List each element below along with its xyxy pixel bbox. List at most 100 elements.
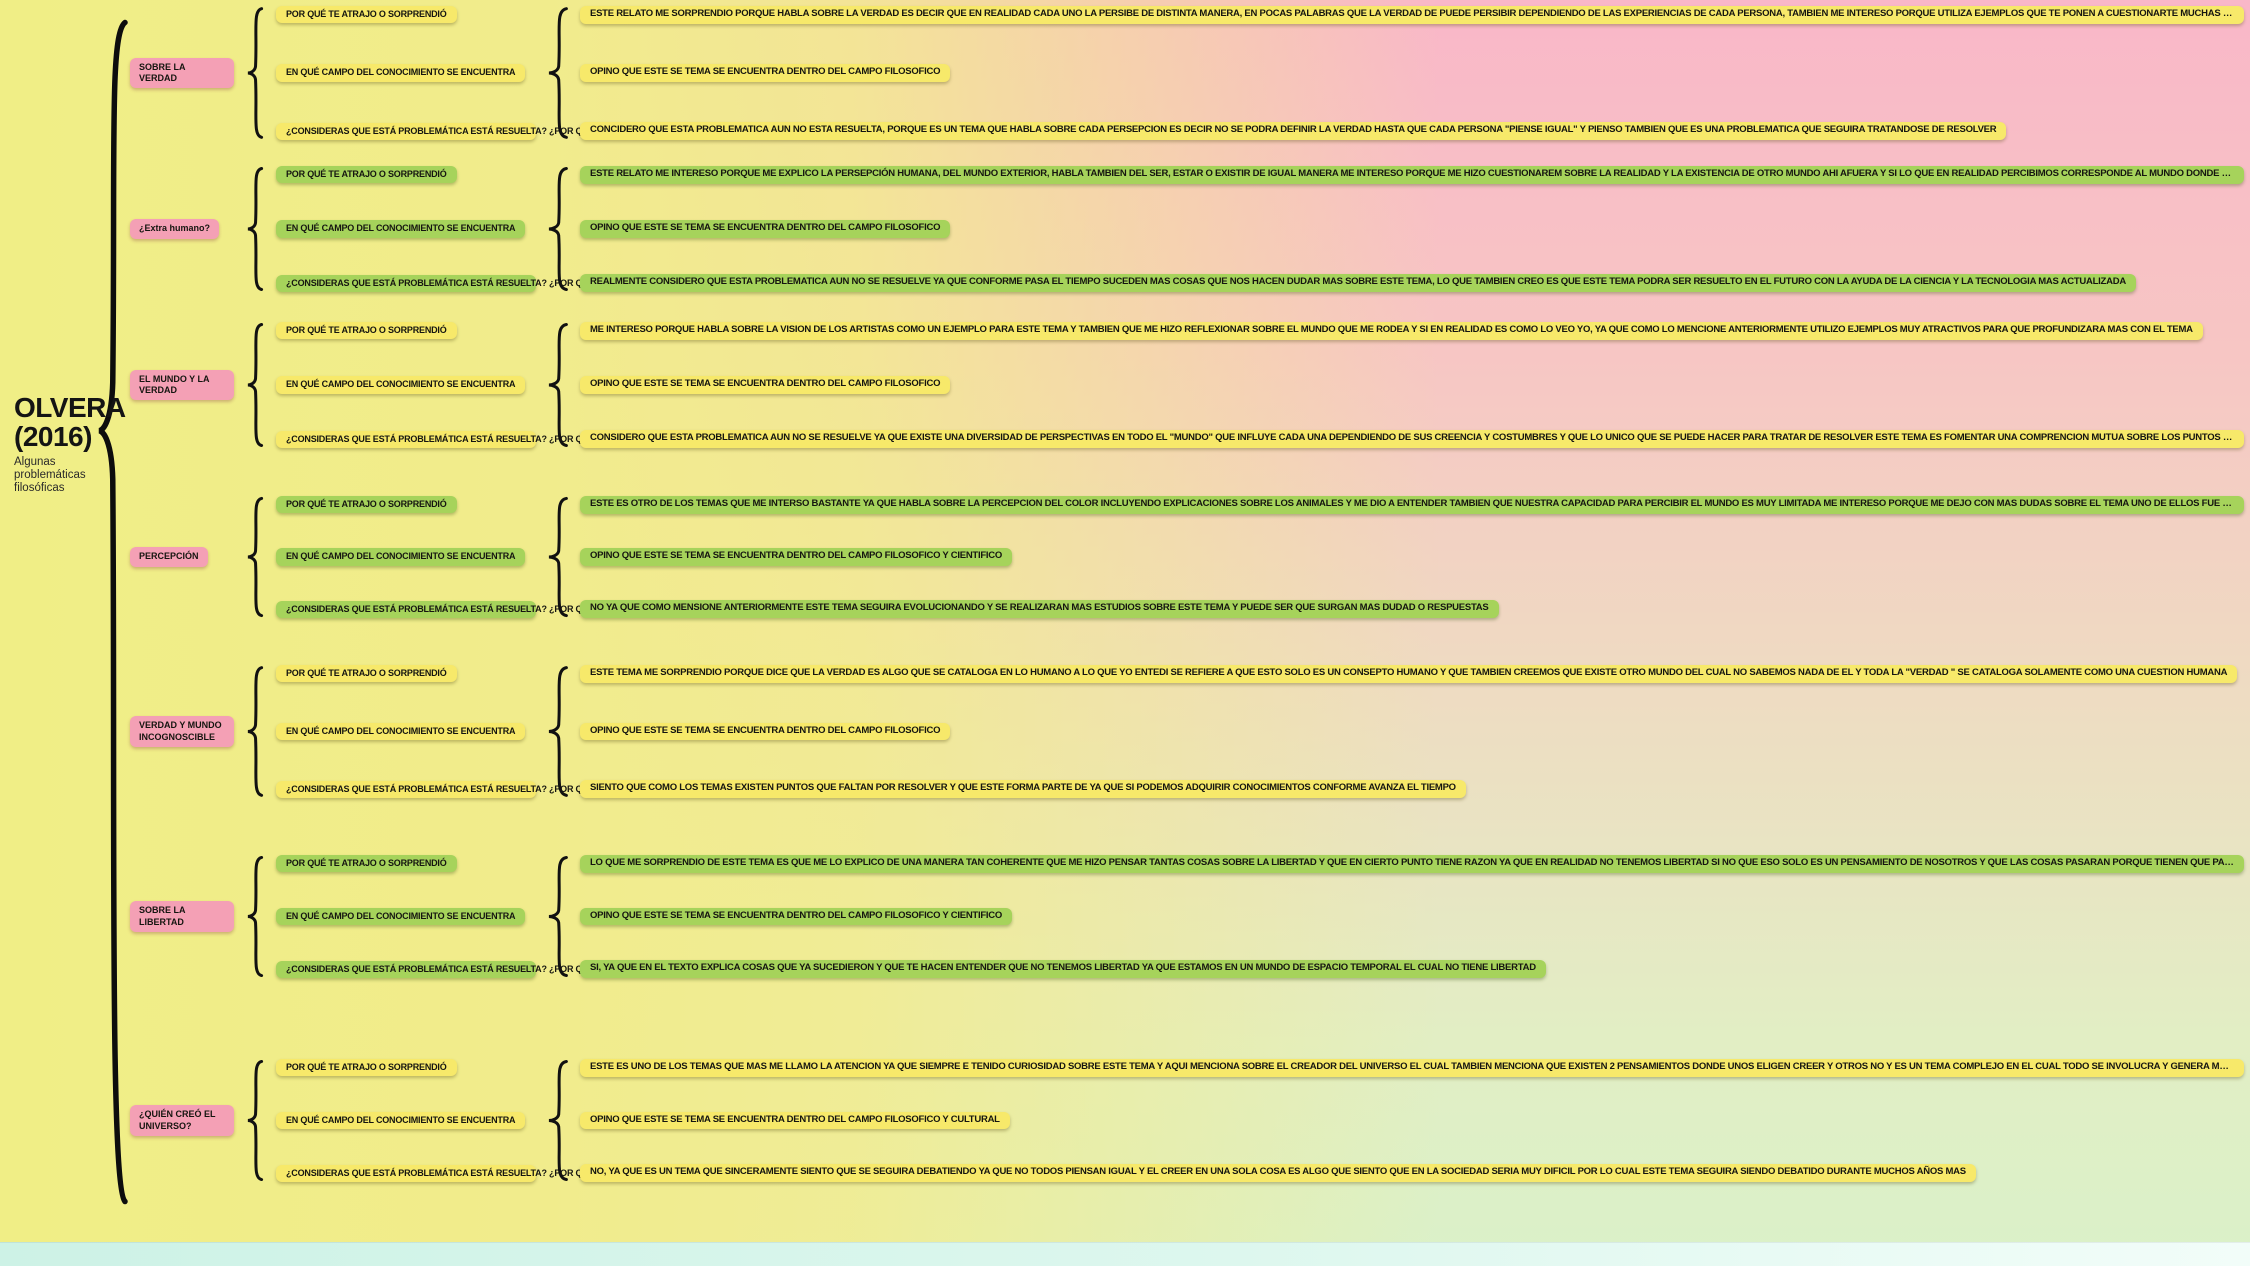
branch-brace bbox=[244, 855, 266, 978]
answers-brace bbox=[544, 1059, 572, 1182]
question-node[interactable]: POR QUÉ TE ATRAJO O SORPRENDIÓ bbox=[276, 855, 457, 873]
root-title: OLVERA (2016) bbox=[14, 392, 125, 452]
answer-node[interactable]: CONSIDERO QUE ESTA PROBLEMATICA AUN NO S… bbox=[580, 430, 2244, 448]
answers-column: ESTE RELATO ME SORPRENDIO PORQUE HABLA S… bbox=[574, 6, 2244, 140]
question-node[interactable]: POR QUÉ TE ATRAJO O SORPRENDIÓ bbox=[276, 322, 457, 340]
question-node[interactable]: ¿CONSIDERAS QUE ESTÁ PROBLEMÁTICA ESTÁ R… bbox=[276, 274, 600, 292]
answer-node[interactable]: ESTE TEMA ME SORPRENDIO PORQUE DICE QUE … bbox=[580, 665, 2238, 683]
answer-node[interactable]: ESTE ES UNO DE LOS TEMAS QUE MAS ME LLAM… bbox=[580, 1059, 2244, 1077]
branch: PERCEPCIÓN POR QUÉ TE ATRAJO O SORPRENDI… bbox=[130, 496, 2244, 618]
branch-brace-cell bbox=[242, 166, 268, 292]
questions-column: POR QUÉ TE ATRAJO O SORPRENDIÓ EN QUÉ CA… bbox=[268, 166, 600, 292]
question-node[interactable]: ¿CONSIDERAS QUE ESTÁ PROBLEMÁTICA ESTÁ R… bbox=[276, 780, 600, 798]
branch-label-cell: PERCEPCIÓN bbox=[130, 496, 242, 618]
answers-brace-cell bbox=[542, 6, 574, 140]
question-node[interactable]: POR QUÉ TE ATRAJO O SORPRENDIÓ bbox=[276, 665, 457, 683]
answer-node[interactable]: OPINO QUE ESTE SE TEMA SE ENCUENTRA DENT… bbox=[580, 220, 951, 238]
questions-column: POR QUÉ TE ATRAJO O SORPRENDIÓ EN QUÉ CA… bbox=[268, 665, 600, 798]
question-node[interactable]: EN QUÉ CAMPO DEL CONOCIMIENTO SE ENCUENT… bbox=[276, 64, 526, 82]
branch-label-cell: ¿QUIÉN CREÓ EL UNIVERSO? bbox=[130, 1059, 242, 1182]
answers-brace bbox=[544, 665, 572, 798]
question-node[interactable]: EN QUÉ CAMPO DEL CONOCIMIENTO SE ENCUENT… bbox=[276, 548, 526, 566]
answer-node[interactable]: REALMENTE CONSIDERO QUE ESTA PROBLEMATIC… bbox=[580, 274, 2136, 292]
branch-label-node[interactable]: ¿Extra humano? bbox=[130, 219, 220, 239]
branch-label-node[interactable]: ¿QUIÉN CREÓ EL UNIVERSO? bbox=[130, 1105, 234, 1136]
question-node[interactable]: ¿CONSIDERAS QUE ESTÁ PROBLEMÁTICA ESTÁ R… bbox=[276, 122, 600, 140]
question-node[interactable]: ¿CONSIDERAS QUE ESTÁ PROBLEMÁTICA ESTÁ R… bbox=[276, 430, 600, 448]
answer-node[interactable]: ESTE ES OTRO DE LOS TEMAS QUE ME INTERSO… bbox=[580, 496, 2244, 514]
question-node[interactable]: POR QUÉ TE ATRAJO O SORPRENDIÓ bbox=[276, 6, 457, 24]
answers-brace-cell bbox=[542, 665, 574, 798]
answer-node[interactable]: ESTE RELATO ME INTERESO PORQUE ME EXPLIC… bbox=[580, 166, 2244, 184]
answers-column: ME INTERESO PORQUE HABLA SOBRE LA VISION… bbox=[574, 322, 2244, 448]
questions-column: POR QUÉ TE ATRAJO O SORPRENDIÓ EN QUÉ CA… bbox=[268, 855, 600, 978]
answer-node[interactable]: OPINO QUE ESTE SE TEMA SE ENCUENTRA DENT… bbox=[580, 376, 951, 394]
questions-column: POR QUÉ TE ATRAJO O SORPRENDIÓ EN QUÉ CA… bbox=[268, 1059, 600, 1182]
branch: ¿QUIÉN CREÓ EL UNIVERSO? POR QUÉ TE ATRA… bbox=[130, 1059, 2244, 1182]
answer-node[interactable]: LO QUE ME SORPRENDIO DE ESTE TEMA ES QUE… bbox=[580, 855, 2244, 873]
branch-brace-cell bbox=[242, 1059, 268, 1182]
branch-brace-cell bbox=[242, 855, 268, 978]
answer-node[interactable]: OPINO QUE ESTE SE TEMA SE ENCUENTRA DENT… bbox=[580, 722, 951, 741]
branch-brace bbox=[244, 496, 266, 618]
branch: SOBRE LA LIBERTAD POR QUÉ TE ATRAJO O SO… bbox=[130, 855, 2244, 978]
answers-column: ESTE ES UNO DE LOS TEMAS QUE MAS ME LLAM… bbox=[574, 1059, 2244, 1182]
answer-node[interactable]: ESTE RELATO ME SORPRENDIO PORQUE HABLA S… bbox=[580, 6, 2244, 24]
branch-brace-cell bbox=[242, 496, 268, 618]
question-node[interactable]: POR QUÉ TE ATRAJO O SORPRENDIÓ bbox=[276, 496, 457, 514]
answers-brace bbox=[544, 166, 572, 292]
question-node[interactable]: EN QUÉ CAMPO DEL CONOCIMIENTO SE ENCUENT… bbox=[276, 907, 526, 926]
branch-label-cell: VERDAD Y MUNDO INCOGNOSCIBLE bbox=[130, 665, 242, 798]
question-node[interactable]: ¿CONSIDERAS QUE ESTÁ PROBLEMÁTICA ESTÁ R… bbox=[276, 600, 600, 618]
question-node[interactable]: ¿CONSIDERAS QUE ESTÁ PROBLEMÁTICA ESTÁ R… bbox=[276, 1164, 600, 1182]
questions-column: POR QUÉ TE ATRAJO O SORPRENDIÓ EN QUÉ CA… bbox=[268, 322, 600, 448]
answers-brace-cell bbox=[542, 166, 574, 292]
question-node[interactable]: EN QUÉ CAMPO DEL CONOCIMIENTO SE ENCUENT… bbox=[276, 722, 526, 741]
question-node[interactable]: EN QUÉ CAMPO DEL CONOCIMIENTO SE ENCUENT… bbox=[276, 220, 526, 238]
branch: SOBRE LA VERDAD POR QUÉ TE ATRAJO O SORP… bbox=[130, 6, 2244, 140]
question-node[interactable]: POR QUÉ TE ATRAJO O SORPRENDIÓ bbox=[276, 1059, 457, 1077]
bottom-strip bbox=[0, 1242, 2250, 1266]
branch-brace bbox=[244, 665, 266, 798]
root-node[interactable]: OLVERA (2016) Algunas problemáticas filo… bbox=[14, 392, 132, 495]
branch-label-node[interactable]: VERDAD Y MUNDO INCOGNOSCIBLE bbox=[130, 716, 234, 747]
answers-column: ESTE ES OTRO DE LOS TEMAS QUE ME INTERSO… bbox=[574, 496, 2244, 618]
branch-label-cell: SOBRE LA VERDAD bbox=[130, 6, 242, 140]
answer-node[interactable]: NO YA QUE COMO MENSIONE ANTERIORMENTE ES… bbox=[580, 600, 1499, 618]
answer-node[interactable]: OPINO QUE ESTE SE TEMA SE ENCUENTRA DENT… bbox=[580, 548, 1013, 566]
branch-label-node[interactable]: SOBRE LA VERDAD bbox=[130, 57, 234, 89]
answer-node[interactable]: SIENTO QUE COMO LOS TEMAS EXISTEN PUNTOS… bbox=[580, 780, 1466, 798]
answers-column: ESTE RELATO ME INTERESO PORQUE ME EXPLIC… bbox=[574, 166, 2244, 292]
branch-brace bbox=[244, 6, 266, 140]
answer-node[interactable]: ME INTERESO PORQUE HABLA SOBRE LA VISION… bbox=[580, 322, 2203, 340]
answer-node[interactable]: NO, YA QUE ES UN TEMA QUE SINCERAMENTE S… bbox=[580, 1164, 1976, 1182]
answers-brace bbox=[544, 322, 572, 448]
branch-brace-cell bbox=[242, 322, 268, 448]
question-node[interactable]: ¿CONSIDERAS QUE ESTÁ PROBLEMÁTICA ESTÁ R… bbox=[276, 960, 600, 978]
branch-label-cell: SOBRE LA LIBERTAD bbox=[130, 855, 242, 978]
question-node[interactable]: POR QUÉ TE ATRAJO O SORPRENDIÓ bbox=[276, 166, 457, 184]
branch-label-cell: EL MUNDO Y LA VERDAD bbox=[130, 322, 242, 448]
questions-column: POR QUÉ TE ATRAJO O SORPRENDIÓ EN QUÉ CA… bbox=[268, 6, 600, 140]
branch-label-node[interactable]: EL MUNDO Y LA VERDAD bbox=[130, 369, 234, 401]
branch-brace bbox=[244, 166, 266, 292]
question-node[interactable]: EN QUÉ CAMPO DEL CONOCIMIENTO SE ENCUENT… bbox=[276, 1111, 526, 1130]
answers-brace-cell bbox=[542, 322, 574, 448]
question-node[interactable]: EN QUÉ CAMPO DEL CONOCIMIENTO SE ENCUENT… bbox=[276, 376, 526, 394]
answer-node[interactable]: CONCIDERO QUE ESTA PROBLEMATICA AUN NO E… bbox=[580, 122, 2007, 140]
answer-node[interactable]: OPINO QUE ESTE SE TEMA SE ENCUENTRA DENT… bbox=[580, 907, 1013, 926]
answer-node[interactable]: OPINO QUE ESTE SE TEMA SE ENCUENTRA DENT… bbox=[580, 1111, 1010, 1130]
answers-brace bbox=[544, 6, 572, 140]
answer-node[interactable]: OPINO QUE ESTE SE TEMA SE ENCUENTRA DENT… bbox=[580, 64, 951, 82]
branch-label-node[interactable]: PERCEPCIÓN bbox=[130, 547, 208, 567]
questions-column: POR QUÉ TE ATRAJO O SORPRENDIÓ EN QUÉ CA… bbox=[268, 496, 600, 618]
answers-brace-cell bbox=[542, 1059, 574, 1182]
answers-brace bbox=[544, 855, 572, 978]
branch: EL MUNDO Y LA VERDAD POR QUÉ TE ATRAJO O… bbox=[130, 322, 2244, 448]
answers-column: LO QUE ME SORPRENDIO DE ESTE TEMA ES QUE… bbox=[574, 855, 2244, 978]
answers-brace bbox=[544, 496, 572, 618]
branch: VERDAD Y MUNDO INCOGNOSCIBLE POR QUÉ TE … bbox=[130, 665, 2244, 798]
answer-node[interactable]: SI, YA QUE EN EL TEXTO EXPLICA COSAS QUE… bbox=[580, 960, 1546, 978]
branch-label-node[interactable]: SOBRE LA LIBERTAD bbox=[130, 901, 234, 932]
